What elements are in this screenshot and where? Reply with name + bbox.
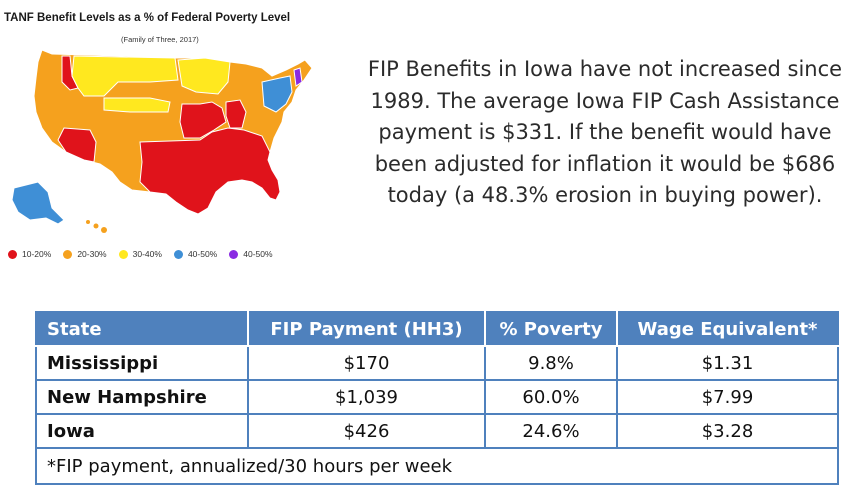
- cell-wage: $1.31: [616, 345, 839, 381]
- cell-state: Iowa: [35, 413, 249, 449]
- map-state-region: [101, 227, 107, 233]
- map-title: TANF Benefit Levels as a % of Federal Po…: [4, 12, 291, 24]
- legend-swatch: [118, 249, 128, 259]
- map-state-region: [93, 223, 99, 229]
- cell-payment: $170: [247, 345, 486, 381]
- cell-payment: $1,039: [247, 379, 486, 415]
- cell-state: New Hampshire: [35, 379, 249, 415]
- table-row: New Hampshire $1,039 60.0% $7.99: [35, 379, 839, 415]
- map-legend: 10-20% 20-30% 30-40% 40-50% 40-50%: [8, 246, 273, 262]
- cell-payment: $426: [247, 413, 486, 449]
- us-choropleth-map: [11, 49, 313, 233]
- fip-comparison-table-wrap: State FIP Payment (HH3) % Poverty Wage E…: [35, 311, 839, 485]
- table-footnote-row: *FIP payment, annualized/30 hours per we…: [35, 447, 839, 485]
- map-subtitle: (Family of Three, 2017): [121, 35, 199, 44]
- map-state-region: [293, 67, 303, 87]
- column-header-wage: Wage Equivalent*: [616, 311, 839, 347]
- column-header-state: State: [35, 311, 249, 347]
- map-state-region: [103, 97, 171, 113]
- legend-item: 40-50%: [229, 249, 273, 259]
- map-state-region: [86, 220, 90, 224]
- legend-label: 40-50%: [243, 249, 273, 259]
- tanf-map-panel: TANF Benefit Levels as a % of Federal Po…: [0, 0, 345, 270]
- table-row: Iowa $426 24.6% $3.28: [35, 413, 839, 449]
- map-state-region: [261, 75, 293, 113]
- table-row: Mississippi $170 9.8% $1.31: [35, 345, 839, 381]
- map-state-region: [139, 127, 281, 215]
- fip-info-paragraph: FIP Benefits in Iowa have not increased …: [367, 57, 843, 207]
- map-state-region: [179, 101, 227, 139]
- cell-poverty: 24.6%: [484, 413, 618, 449]
- legend-item: 30-40%: [118, 249, 162, 259]
- map-state-region: [177, 57, 231, 95]
- legend-swatch: [173, 249, 183, 259]
- table-footnote: *FIP payment, annualized/30 hours per we…: [35, 447, 839, 485]
- cell-poverty: 60.0%: [484, 379, 618, 415]
- cell-state: Mississippi: [35, 345, 249, 381]
- map-state-region: [71, 55, 179, 97]
- table-header-row: State FIP Payment (HH3) % Poverty Wage E…: [35, 311, 839, 347]
- legend-label: 10-20%: [22, 249, 52, 259]
- legend-item: 10-20%: [8, 249, 51, 259]
- legend-item: 40-50%: [173, 249, 218, 259]
- map-state-region: [11, 181, 65, 225]
- legend-label: 20-30%: [77, 249, 107, 259]
- cell-wage: $7.99: [616, 379, 839, 415]
- legend-label: 40-50%: [187, 249, 218, 259]
- legend-swatch: [8, 249, 17, 259]
- legend-swatch: [63, 249, 73, 259]
- map-state-region: [225, 99, 247, 129]
- cell-wage: $3.28: [616, 413, 839, 449]
- legend-label: 30-40%: [132, 249, 162, 259]
- legend-item: 20-30%: [63, 249, 107, 259]
- column-header-poverty: % Poverty: [484, 311, 618, 347]
- legend-swatch: [229, 249, 239, 259]
- cell-poverty: 9.8%: [484, 345, 618, 381]
- column-header-payment: FIP Payment (HH3): [247, 311, 486, 347]
- fip-comparison-table: State FIP Payment (HH3) % Poverty Wage E…: [35, 311, 839, 485]
- map-state-region: [57, 127, 97, 163]
